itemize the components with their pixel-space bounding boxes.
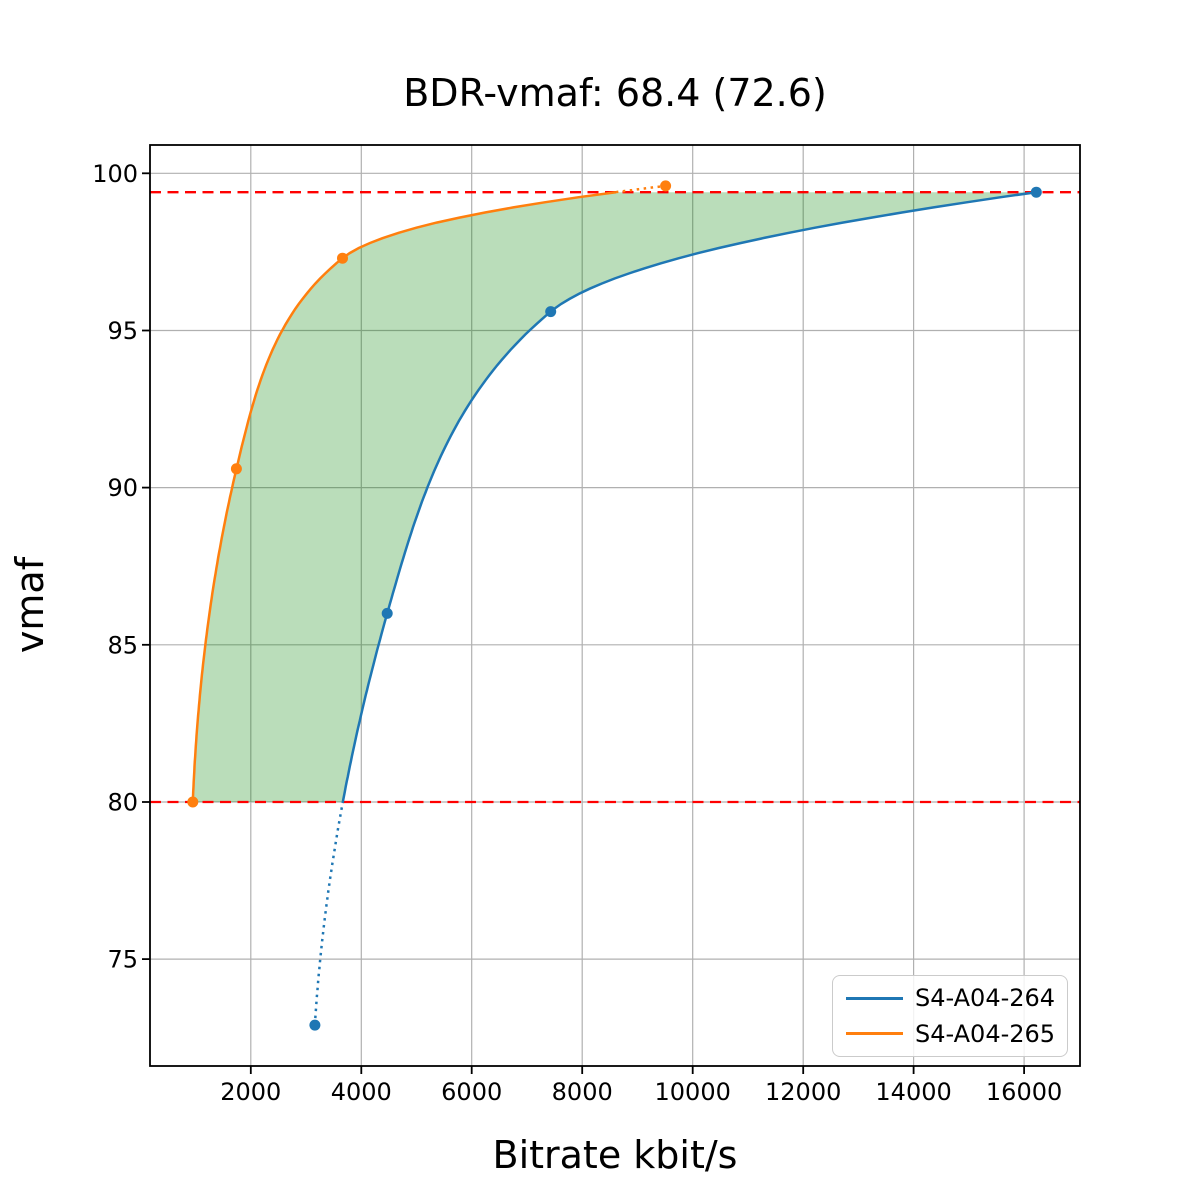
x-axis-label: Bitrate kbit/s	[492, 1133, 738, 1177]
axis-tick-labels: 2000 4000 6000 8000 10000 12000 14000 16000 75 80…	[92, 160, 1062, 1106]
legend: S4-A04-264 S4-A04-265	[832, 975, 1068, 1057]
legend-item-264: S4-A04-264	[846, 985, 1067, 1011]
marker-S4-A04-265	[187, 796, 199, 808]
marker-S4-A04-265	[230, 463, 242, 475]
y-tick-label: 80	[107, 789, 138, 817]
marker-S4-A04-264	[545, 306, 557, 318]
legend-label-264: S4-A04-264	[915, 984, 1056, 1013]
curve-S4-A04-264-solid	[341, 190, 1037, 803]
bd-rate-region	[192, 192, 1037, 802]
curve-S4-A04-264-dotted-low	[313, 801, 345, 1026]
legend-line-sample-264	[846, 996, 903, 1000]
x-tick-label: 10000	[655, 1078, 731, 1106]
bd-area-fill	[192, 192, 1037, 802]
marker-S4-A04-264	[1030, 186, 1042, 198]
x-tick-label: 8000	[552, 1078, 613, 1106]
x-tick-label: 6000	[441, 1078, 502, 1106]
x-tick-label: 16000	[986, 1078, 1062, 1106]
axis-tick-marks	[142, 172, 1025, 1074]
legend-line-sample-265	[846, 1032, 903, 1036]
marker-S4-A04-264	[309, 1019, 321, 1031]
plot-border	[149, 144, 1081, 1067]
y-tick-label: 75	[107, 946, 138, 974]
data-point-markers	[187, 180, 1042, 1031]
rd-curves	[191, 184, 1037, 1026]
x-tick-label: 14000	[875, 1078, 951, 1106]
curve-S4-A04-265-dotted-high	[615, 184, 666, 194]
y-tick-label: 100	[92, 160, 138, 188]
y-axis-label: vmaf	[8, 556, 52, 654]
marker-S4-A04-265	[660, 180, 672, 192]
curve-S4-A04-265-solid	[191, 190, 617, 803]
y-tick-label: 95	[107, 317, 138, 345]
chart-title: BDR-vmaf: 68.4 (72.6)	[403, 71, 827, 115]
axes-spines	[149, 144, 1081, 1067]
y-tick-label: 85	[107, 631, 138, 659]
x-tick-label: 4000	[331, 1078, 392, 1106]
legend-label-265: S4-A04-265	[915, 1019, 1056, 1048]
marker-S4-A04-264	[381, 607, 393, 619]
x-tick-label: 2000	[220, 1078, 281, 1106]
gridlines	[150, 145, 1080, 1066]
legend-item-265: S4-A04-265	[846, 1019, 1067, 1048]
y-tick-label: 90	[107, 474, 138, 502]
x-tick-label: 12000	[765, 1078, 841, 1106]
marker-S4-A04-265	[337, 252, 348, 264]
